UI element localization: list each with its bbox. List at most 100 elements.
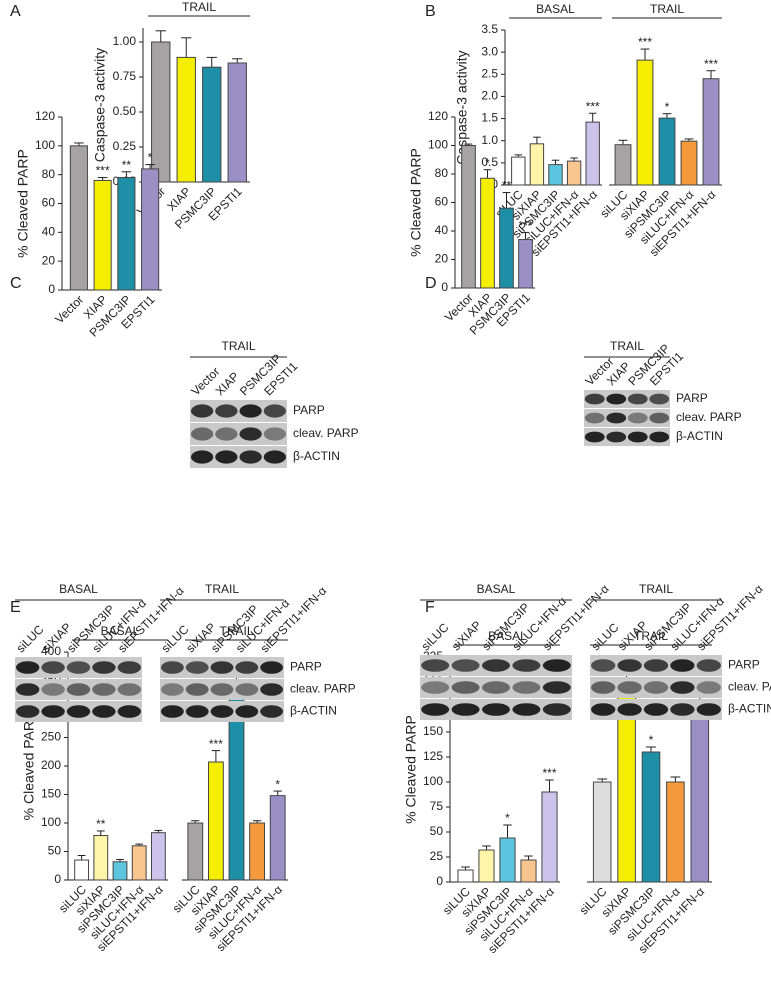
- bar: [566, 160, 582, 186]
- bar: [74, 859, 90, 881]
- y-axis-label: % Cleaved PARP: [21, 712, 37, 821]
- blot-band: [263, 427, 287, 441]
- bar: [93, 179, 112, 291]
- bar: [680, 140, 698, 186]
- y-tick-label: 40: [435, 223, 449, 237]
- row-label: cleav. PARP: [676, 410, 742, 424]
- blot-band: [627, 412, 648, 424]
- blot-band: [185, 661, 209, 674]
- row-label: PARP: [676, 391, 708, 405]
- blot-band: [160, 661, 184, 674]
- y-tick-label: 125: [423, 749, 443, 763]
- bar: [702, 78, 720, 186]
- blot-band: [66, 683, 91, 696]
- group-label: BASAL: [536, 2, 575, 16]
- blot-band: [670, 703, 695, 716]
- significance: **: [122, 158, 132, 172]
- row-label: β-ACTIN: [293, 449, 340, 463]
- bar: [658, 117, 676, 186]
- blot-band: [190, 450, 214, 464]
- y-tick-label: 40: [42, 225, 56, 239]
- blot-strip: [190, 423, 287, 445]
- blot-strip: [190, 446, 287, 468]
- bar: [112, 861, 128, 881]
- blot-band: [606, 431, 627, 443]
- y-axis-label: % Cleaved PARP: [15, 149, 31, 258]
- blot-band: [210, 705, 234, 718]
- blot-band: [482, 703, 510, 716]
- blot-title: TRAIL: [205, 582, 239, 596]
- y-tick-label: 0.5: [481, 155, 498, 169]
- bar: [461, 145, 476, 289]
- bar: [617, 696, 636, 883]
- panel-letter: E: [10, 599, 21, 616]
- blot-title: BASAL: [59, 582, 98, 596]
- blot-band: [260, 705, 284, 718]
- group-label: TRAIL: [219, 624, 253, 638]
- blot-band: [696, 681, 721, 694]
- y-axis-label: Caspase-3 activity: [454, 50, 470, 164]
- bar: [666, 781, 685, 883]
- significance: ***: [586, 99, 600, 113]
- blot-band: [627, 431, 648, 443]
- blot-band: [16, 683, 40, 696]
- blot-band: [41, 661, 65, 674]
- blot-band: [16, 705, 40, 718]
- y-tick-label: 0.50: [113, 104, 137, 118]
- y-axis-label: Caspase-3 activity: [92, 48, 108, 162]
- y-tick-label: 2.0: [481, 89, 498, 103]
- blot-band: [542, 681, 571, 694]
- blot-band: [92, 683, 116, 696]
- blot-band: [215, 450, 238, 464]
- bar: [548, 164, 563, 186]
- bar: [614, 144, 632, 186]
- blot-title: TRAIL: [221, 339, 255, 353]
- lane-label: siLUC: [588, 620, 621, 653]
- blot-band: [263, 404, 287, 418]
- y-tick-label: 1.00: [113, 34, 137, 48]
- blot-title: BASAL: [477, 582, 516, 596]
- blot-strip: [190, 400, 287, 422]
- panel-letter: D: [425, 275, 437, 292]
- blot-band: [617, 703, 642, 716]
- y-tick-label: 20: [435, 252, 449, 266]
- blot-band: [239, 404, 262, 418]
- blot-band: [185, 705, 209, 718]
- bar: [207, 761, 224, 881]
- bar: [187, 822, 204, 881]
- bar: [585, 121, 600, 186]
- bar: [636, 59, 654, 186]
- blot-band: [542, 703, 571, 716]
- y-tick-label: 100: [35, 138, 55, 152]
- blot-band: [482, 659, 510, 672]
- y-tick-label: 25: [430, 849, 444, 863]
- y-tick-label: 120: [428, 109, 448, 123]
- significance: *: [649, 733, 654, 747]
- significance: **: [502, 179, 512, 193]
- y-tick-label: 400: [41, 644, 61, 658]
- blot-band: [643, 703, 669, 716]
- blot-band: [512, 703, 541, 716]
- y-tick-label: 20: [42, 253, 56, 267]
- blot-band: [591, 681, 616, 694]
- y-tick-label: 80: [435, 166, 449, 180]
- blot-band: [16, 661, 40, 674]
- blot-band: [210, 661, 234, 674]
- y-tick-label: 50: [430, 824, 444, 838]
- blot-band: [41, 705, 65, 718]
- significance: ***: [518, 219, 532, 233]
- blot-band: [584, 431, 605, 443]
- row-label: cleav. PARP: [290, 682, 356, 696]
- blot-band: [239, 427, 262, 441]
- bar: [227, 62, 247, 183]
- row-label: PARP: [293, 403, 325, 417]
- lane-label: siLUC: [158, 622, 191, 655]
- blot-band: [542, 659, 571, 672]
- y-tick-label: 80: [42, 167, 56, 181]
- bar: [592, 781, 612, 883]
- significance: ***: [542, 766, 556, 780]
- y-tick-label: 0.75: [113, 69, 137, 83]
- row-label: β-ACTIN: [290, 704, 337, 718]
- blot-band: [41, 683, 65, 696]
- panel-letter: F: [425, 599, 435, 616]
